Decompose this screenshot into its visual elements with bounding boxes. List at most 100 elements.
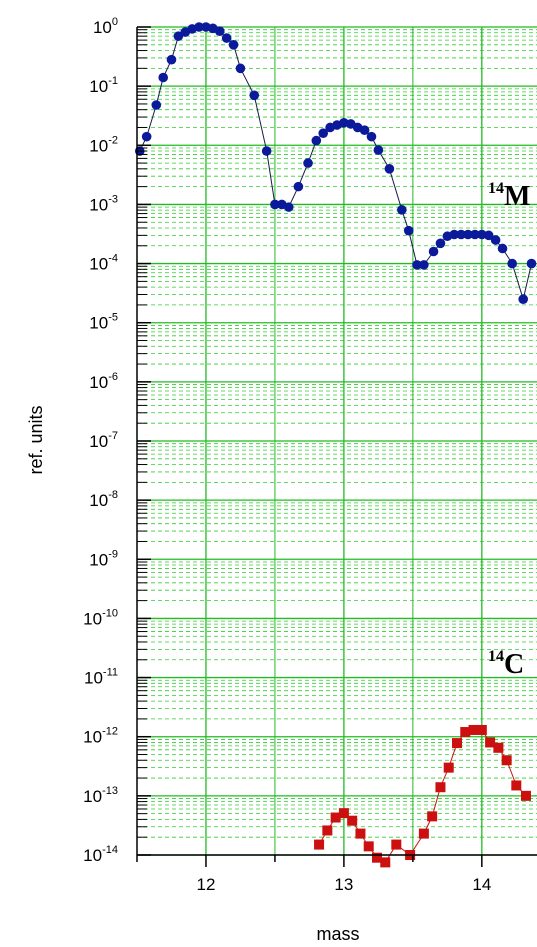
y-tick-label: 10-5 xyxy=(89,312,118,333)
annotation-upper-sup: 14 xyxy=(488,180,504,197)
series-0-point xyxy=(490,235,501,245)
y-tick-exponent: -12 xyxy=(102,726,118,738)
series-0-point xyxy=(403,225,414,236)
y-tick-label: 10-9 xyxy=(89,548,118,569)
y-tick-base: 10 xyxy=(89,373,108,392)
y-tick-base: 10 xyxy=(83,787,102,806)
series-0-point xyxy=(194,22,204,32)
series-1-point xyxy=(476,724,487,735)
y-tick-exponent: -8 xyxy=(108,489,118,501)
x-tick-label: 12 xyxy=(197,875,216,894)
y-tick-exponent: 0 xyxy=(112,16,118,28)
series-1-point xyxy=(443,762,454,773)
x-axis-label: mass xyxy=(316,924,359,944)
y-tick-exponent: -13 xyxy=(102,785,118,797)
series-1-point xyxy=(363,841,374,852)
series-0-point xyxy=(419,260,429,270)
series-0-point xyxy=(261,146,272,156)
series-0-point xyxy=(283,202,294,212)
series-0-point xyxy=(526,258,537,269)
y-tick-label: 10-4 xyxy=(89,253,118,274)
y-tick-label: 10-14 xyxy=(83,844,118,865)
series-0-point xyxy=(214,26,225,36)
series-1-point xyxy=(468,724,479,735)
series-1-point xyxy=(460,727,471,738)
series-1-point xyxy=(427,811,438,822)
annotation-lower-sup: 14 xyxy=(488,648,504,665)
y-tick-exponent: -14 xyxy=(102,844,118,856)
series-1-point xyxy=(501,755,512,766)
series-0-point xyxy=(373,145,384,155)
series-0-point xyxy=(270,199,280,210)
series-0-point xyxy=(456,229,466,240)
y-tick-exponent: -10 xyxy=(102,607,118,619)
series-1-point xyxy=(314,839,325,850)
series-0-point xyxy=(235,63,246,74)
y-tick-exponent: -3 xyxy=(108,193,118,205)
y-tick-exponent: -1 xyxy=(108,75,118,87)
y-tick-exponent: -4 xyxy=(108,253,118,265)
y-tick-exponent: -6 xyxy=(108,371,118,383)
y-tick-base: 10 xyxy=(93,18,112,37)
y-tick-base: 10 xyxy=(83,728,102,747)
y-tick-base: 10 xyxy=(83,846,102,865)
x-tick-label: 14 xyxy=(472,875,491,894)
series-0-point xyxy=(435,238,446,249)
annotation-upper-text: M xyxy=(504,181,530,212)
y-tick-exponent: -5 xyxy=(108,312,118,324)
y-tick-label: 10-1 xyxy=(89,75,118,96)
series-0-point xyxy=(463,229,473,240)
plot-area xyxy=(134,22,537,868)
y-tick-base: 10 xyxy=(89,314,108,333)
series-0-point xyxy=(384,164,395,174)
series-0-point xyxy=(518,294,529,304)
y-tick-label: 10-13 xyxy=(83,785,118,806)
series-1-point xyxy=(338,808,349,819)
series-0-point xyxy=(397,205,407,215)
series-0-point xyxy=(166,54,177,65)
y-tick-label: 10-10 xyxy=(83,607,118,628)
x-tick-labels: 12 13 14 xyxy=(197,875,492,894)
y-tick-label: 10-3 xyxy=(89,193,118,214)
y-axis-label: ref. units xyxy=(26,405,46,474)
y-tick-labels: 10010-110-210-310-410-510-610-710-810-91… xyxy=(83,16,118,865)
series-0-point xyxy=(507,258,517,269)
series-0-point xyxy=(151,100,162,110)
series-0-point xyxy=(470,229,480,240)
y-tick-base: 10 xyxy=(89,550,108,569)
series-1-point xyxy=(330,812,341,823)
series-0-point xyxy=(428,246,439,257)
y-tick-label: 10-11 xyxy=(84,667,118,688)
y-tick-base: 10 xyxy=(83,609,102,628)
series-markers xyxy=(134,22,537,868)
y-tick-label: 10-2 xyxy=(89,134,118,155)
series-0-point xyxy=(366,131,377,142)
series-1-point xyxy=(391,839,402,850)
y-tick-label: 10-12 xyxy=(83,726,118,747)
grid xyxy=(136,26,537,856)
series-1-point xyxy=(322,825,333,836)
annotation-lower: 14C xyxy=(488,648,524,680)
series-0-point xyxy=(449,229,460,240)
annotation-lower-text: C xyxy=(504,649,524,680)
series-1-point xyxy=(435,782,446,793)
series-0-point xyxy=(359,125,370,135)
annotation-upper: 14M xyxy=(488,180,530,212)
y-tick-base: 10 xyxy=(89,195,108,214)
y-tick-base: 10 xyxy=(84,669,103,688)
y-tick-label: 10-7 xyxy=(89,430,118,451)
series-1-point xyxy=(372,852,382,863)
y-tick-base: 10 xyxy=(89,136,108,155)
series-1-point xyxy=(347,815,358,826)
y-tick-base: 10 xyxy=(89,432,108,451)
y-tick-base: 10 xyxy=(89,77,108,96)
series-0-point xyxy=(303,158,313,168)
series-1-point xyxy=(511,780,522,791)
y-tick-label: 10-6 xyxy=(89,371,118,392)
y-tick-label: 10-8 xyxy=(89,489,118,510)
series-0-point xyxy=(318,128,329,139)
y-tick-exponent: -11 xyxy=(103,667,118,679)
series-1-point xyxy=(485,737,496,748)
series-0-point xyxy=(293,181,304,192)
